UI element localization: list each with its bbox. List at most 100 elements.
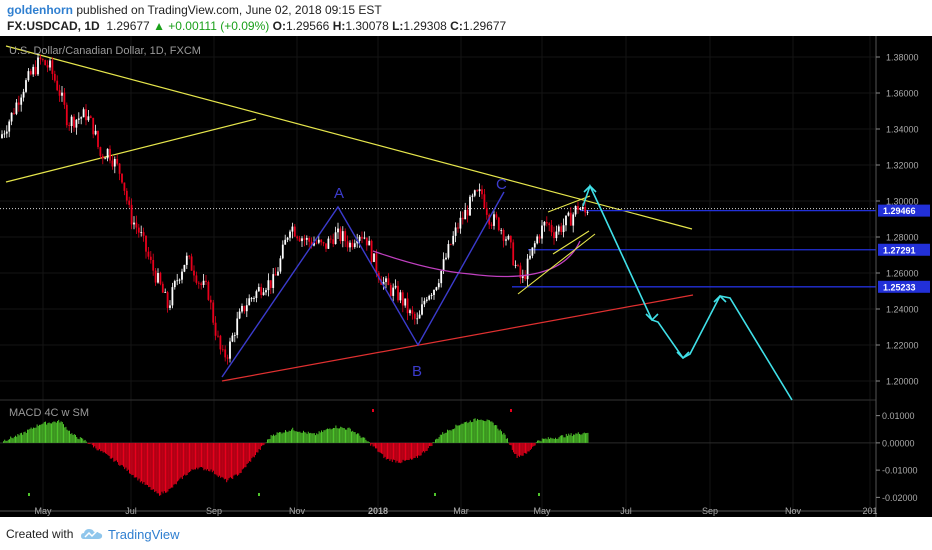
macd-bar <box>165 442 166 493</box>
candle <box>586 210 589 216</box>
candle <box>279 255 282 274</box>
macd-bar <box>293 430 295 443</box>
candle <box>404 298 407 308</box>
macd-bar <box>371 442 373 445</box>
macd-bar <box>581 434 583 443</box>
macd-bar <box>201 442 202 468</box>
macd-bar <box>331 428 333 443</box>
candle <box>101 153 104 165</box>
projection-arrow <box>713 294 727 303</box>
candle <box>233 332 236 343</box>
price-tick-label: 1.36000 <box>886 89 919 99</box>
macd-bar <box>113 442 115 462</box>
macd-bar <box>280 432 282 443</box>
projection-arrow <box>645 313 659 322</box>
macd-bar <box>72 435 74 443</box>
macd-bar <box>252 442 254 457</box>
open-value: 1.29566 <box>285 19 330 33</box>
macd-bar <box>505 438 507 443</box>
macd-bar <box>489 420 490 443</box>
macd-tick-label: 0.00000 <box>882 438 915 448</box>
macd-bar <box>93 442 94 448</box>
candle <box>8 119 11 138</box>
macd-bar <box>342 427 344 443</box>
candle <box>485 202 488 220</box>
macd-bar <box>423 442 424 452</box>
macd-bar <box>133 442 135 478</box>
candle <box>154 267 157 286</box>
macd-bar <box>462 423 464 443</box>
candle <box>584 202 587 217</box>
candle <box>56 75 59 92</box>
macd-bar <box>478 419 480 443</box>
candle <box>303 234 306 247</box>
macd-bar <box>509 442 511 445</box>
candle <box>353 239 356 249</box>
candle <box>111 155 114 170</box>
candle <box>185 252 188 269</box>
macd-bar <box>119 442 121 466</box>
macd-bar <box>82 438 84 443</box>
macd-bar <box>429 442 430 446</box>
projection-arrow <box>676 351 690 360</box>
candle <box>207 280 210 301</box>
macd-bar <box>333 427 334 443</box>
candle <box>413 311 416 325</box>
macd-bar <box>297 431 298 443</box>
macd-bar <box>295 431 297 443</box>
macd-bar <box>475 420 477 443</box>
candle <box>188 255 191 260</box>
candle <box>22 88 25 102</box>
macd-bar <box>306 433 308 443</box>
macd-bar <box>215 442 217 475</box>
price-tick-label: 1.28000 <box>886 233 919 243</box>
macd-bar <box>37 425 39 443</box>
macd-bar <box>40 424 42 443</box>
macd-bar <box>106 442 108 455</box>
candle <box>277 267 279 276</box>
macd-bar <box>395 442 397 463</box>
candle <box>538 234 541 244</box>
author-link[interactable]: goldenhorn <box>7 3 73 17</box>
macd-bar <box>405 442 406 461</box>
macd-bar <box>257 442 259 453</box>
macd-bar <box>567 435 568 443</box>
candle <box>421 297 423 316</box>
yellow-resistance-line <box>5 45 693 230</box>
tradingview-brand[interactable]: TradingView <box>108 527 180 542</box>
macd-bar <box>367 441 369 443</box>
macd-bar <box>244 442 246 468</box>
macd-bar <box>461 423 463 443</box>
macd-bar <box>163 442 165 492</box>
macd-bar <box>126 442 128 471</box>
macd-bar <box>289 431 291 443</box>
candle <box>497 216 500 232</box>
macd-bar <box>36 424 38 443</box>
candle <box>82 107 85 118</box>
candle <box>329 235 332 244</box>
macd-bar <box>336 428 338 443</box>
macd-bar <box>166 442 168 493</box>
candle <box>195 271 198 285</box>
candle <box>349 240 351 252</box>
macd-bar <box>70 433 72 443</box>
macd-bar <box>15 435 16 443</box>
macd-bar <box>181 442 183 480</box>
price-chart[interactable]: ABC 1.380001.360001.340001.320001.300001… <box>0 36 932 517</box>
macd-bar <box>189 442 190 473</box>
macd-bar <box>431 442 433 447</box>
candle <box>430 292 433 300</box>
price-tick-label: 1.30000 <box>886 197 919 207</box>
candle <box>445 253 447 261</box>
macd-bar <box>149 442 151 488</box>
macd-bar <box>311 433 313 443</box>
macd-bar <box>438 437 440 443</box>
candle <box>147 246 150 260</box>
candle <box>142 227 145 242</box>
candle <box>135 215 138 234</box>
candle <box>454 222 457 243</box>
macd-bar <box>13 436 15 443</box>
macd-bar <box>370 442 372 446</box>
candle <box>169 300 171 311</box>
